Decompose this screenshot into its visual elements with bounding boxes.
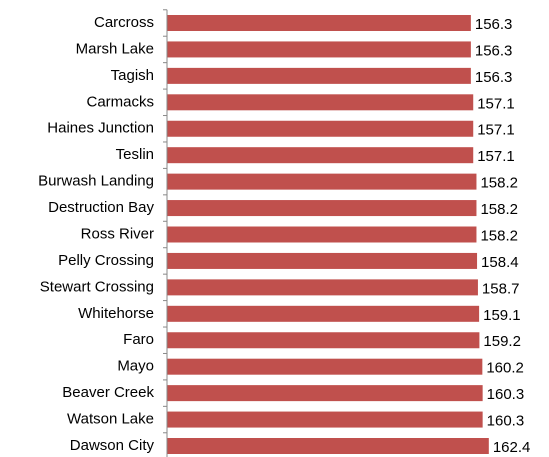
y-tick-label: Carmacks	[86, 93, 154, 110]
bar	[167, 252, 478, 269]
bar	[167, 200, 477, 217]
data-label: 162.4	[493, 439, 531, 456]
data-label: 160.2	[486, 360, 524, 377]
bar	[167, 94, 474, 111]
y-tick-label: Mayo	[117, 358, 154, 375]
y-tick-label: Ross River	[81, 225, 154, 242]
data-label: 156.3	[475, 69, 513, 86]
y-tick-label: Faro	[123, 331, 154, 348]
bar	[167, 305, 480, 322]
bar	[167, 15, 471, 31]
bar	[167, 411, 483, 428]
data-label: 156.3	[475, 16, 513, 33]
data-label: 159.1	[483, 307, 521, 324]
data-label: 157.1	[477, 122, 515, 139]
bar	[167, 41, 471, 58]
y-tick-label: Carcross	[94, 14, 154, 31]
data-label: 157.1	[477, 95, 515, 112]
data-label: 158.2	[480, 201, 518, 218]
bar	[167, 358, 483, 375]
y-tick-label: Stewart Crossing	[40, 278, 154, 295]
y-tick-label: Haines Junction	[47, 120, 154, 137]
y-tick-label: Tagish	[111, 67, 154, 84]
data-label: 158.2	[480, 227, 518, 244]
data-label: 159.2	[483, 333, 521, 350]
y-tick-label: Destruction Bay	[48, 199, 154, 216]
bar	[167, 226, 477, 243]
y-tick-label: Pelly Crossing	[58, 252, 154, 269]
data-label: 158.2	[480, 175, 518, 192]
data-label: 158.7	[482, 280, 520, 297]
bar	[167, 438, 489, 454]
data-label: 160.3	[487, 413, 525, 430]
bar	[167, 120, 474, 137]
bar	[167, 385, 483, 402]
y-tick-label: Dawson City	[70, 437, 155, 454]
data-label: 160.3	[487, 386, 525, 403]
bar	[167, 279, 478, 296]
y-tick-label: Teslin	[116, 146, 154, 163]
y-tick-label: Beaver Creek	[62, 384, 154, 401]
y-tick-label: Watson Lake	[67, 411, 154, 428]
y-tick-label: Burwash Landing	[38, 173, 154, 190]
data-label: 156.3	[475, 42, 513, 59]
bar	[167, 147, 474, 164]
data-label: 158.4	[481, 254, 519, 271]
y-tick-label: Whitehorse	[78, 305, 154, 322]
bar	[167, 173, 477, 190]
bar	[167, 67, 471, 84]
y-tick-label: Marsh Lake	[76, 40, 154, 57]
bar	[167, 332, 480, 349]
data-label: 157.1	[477, 148, 515, 165]
